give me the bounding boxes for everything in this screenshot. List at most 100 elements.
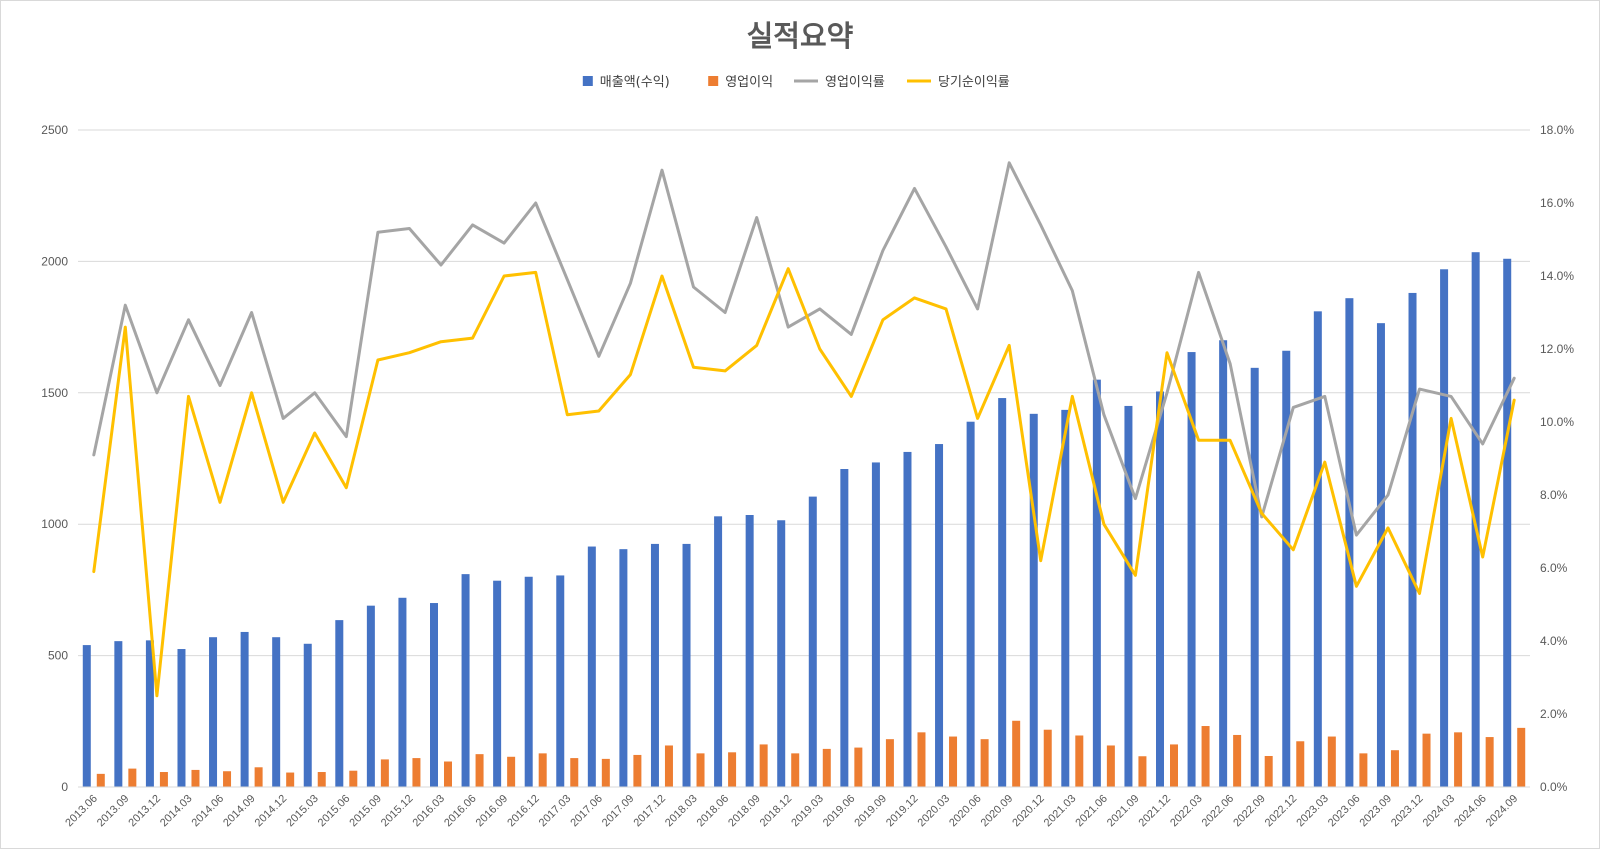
- bar: [475, 754, 484, 787]
- y-axis-left: 0 500 1000 1500 2000 2500: [41, 123, 68, 794]
- chart-title: 실적요약: [747, 19, 854, 53]
- bar: [998, 398, 1007, 787]
- bar: [1106, 745, 1115, 787]
- bar: [1440, 269, 1449, 787]
- bar: [1282, 350, 1291, 787]
- bar: [840, 469, 849, 787]
- bar: [633, 754, 642, 787]
- bar: [380, 759, 389, 787]
- bar: [538, 753, 547, 787]
- y-left-tick-label: 500: [48, 649, 68, 663]
- legend-label: 영업이익: [725, 75, 773, 90]
- bar: [759, 744, 768, 787]
- bar: [1124, 405, 1133, 787]
- bar: [822, 748, 831, 787]
- bar: [286, 772, 295, 787]
- bar: [903, 451, 912, 787]
- bar: [209, 637, 218, 787]
- y-right-tick-label: 2.0%: [1540, 707, 1568, 721]
- bar: [1061, 409, 1070, 787]
- y-left-tick-label: 2000: [41, 254, 68, 268]
- bar: [444, 761, 452, 787]
- bar: [1264, 755, 1273, 787]
- y-right-tick-label: 6.0%: [1540, 561, 1568, 575]
- legend-item: 매출액(수익): [582, 75, 670, 90]
- legend: 매출액(수익) 영업이익 영업이익률 당기순이익률: [582, 75, 1010, 90]
- bar: [1233, 734, 1242, 787]
- bar: [1219, 340, 1228, 787]
- line-series: [92, 161, 1516, 698]
- legend-label: 매출액(수익): [600, 75, 670, 90]
- bar: [980, 739, 989, 787]
- line-series-1: [92, 161, 1516, 537]
- legend-item: 당기순이익률: [907, 75, 1010, 90]
- y-right-tick-label: 18.0%: [1540, 123, 1574, 137]
- bar: [1313, 311, 1322, 787]
- bar: [303, 643, 312, 787]
- bar: [96, 773, 105, 787]
- bar: [854, 747, 863, 787]
- bar: [1422, 733, 1431, 787]
- bar: [128, 768, 137, 787]
- bar: [885, 739, 894, 787]
- bar: [966, 421, 975, 787]
- bar: [1390, 750, 1399, 787]
- bar: [1156, 391, 1164, 787]
- bar: [398, 597, 407, 787]
- bar: [1345, 298, 1354, 787]
- bar: [349, 770, 358, 787]
- bar: [587, 546, 596, 787]
- y-right-tick-label: 14.0%: [1540, 269, 1574, 283]
- bar: [1187, 352, 1196, 787]
- bar: [272, 637, 281, 787]
- bar: [317, 772, 326, 787]
- legend-item: 영업이익률: [794, 75, 885, 90]
- bar: [1201, 726, 1210, 787]
- bar: [728, 752, 737, 787]
- bar: [1170, 744, 1178, 787]
- legend-label: 영업이익률: [825, 75, 885, 90]
- bar: [145, 640, 154, 787]
- bar: [1454, 732, 1463, 787]
- bar: [917, 732, 926, 787]
- bar: [664, 745, 673, 787]
- y-right-tick-label: 0.0%: [1540, 780, 1568, 794]
- bar: [696, 753, 705, 787]
- y-left-tick-label: 1000: [41, 517, 68, 531]
- bar: [1092, 379, 1101, 787]
- bar: [1250, 367, 1259, 787]
- bar: [412, 758, 421, 787]
- bar: [507, 756, 516, 787]
- bar: [871, 462, 880, 787]
- y-axis-right: 0.0% 2.0% 4.0% 6.0% 8.0% 10.0% 12.0% 14.0% 16.0%…: [1540, 123, 1574, 794]
- bar: [1327, 736, 1336, 787]
- legend-swatch: [708, 76, 719, 86]
- y-left-tick-label: 0: [61, 780, 68, 794]
- bar: [223, 771, 232, 787]
- bar: [1138, 756, 1147, 787]
- bar: [601, 758, 610, 787]
- y-left-tick-label: 2500: [41, 123, 68, 137]
- bar: [114, 641, 123, 787]
- bar: [808, 496, 817, 787]
- bar: [745, 515, 754, 787]
- bar: [524, 576, 533, 787]
- bar: [935, 444, 944, 787]
- bar: [159, 772, 168, 787]
- bar: [177, 649, 186, 787]
- legend-swatch: [582, 76, 593, 86]
- bar: [949, 736, 958, 787]
- y-right-tick-label: 16.0%: [1540, 196, 1574, 210]
- bar: [570, 758, 579, 787]
- bar: [1376, 323, 1385, 787]
- bar: [682, 543, 691, 787]
- bar: [191, 769, 200, 787]
- bar: [461, 574, 470, 787]
- bar: [1485, 737, 1494, 787]
- bar-series-2: [96, 720, 1526, 787]
- bar: [1517, 727, 1526, 787]
- bar: [791, 753, 800, 787]
- bar: [619, 549, 628, 787]
